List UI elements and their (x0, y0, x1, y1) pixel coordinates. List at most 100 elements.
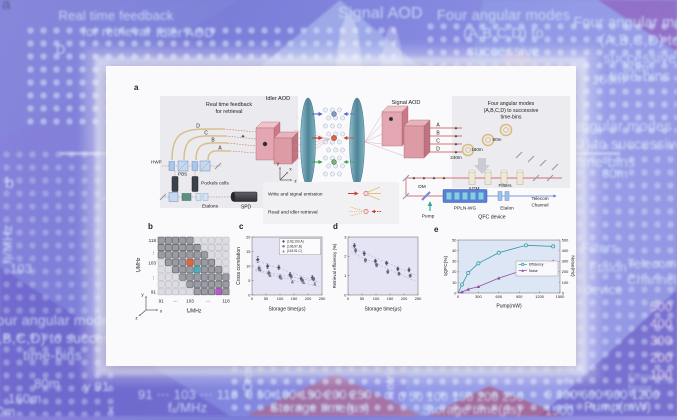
data-point (375, 263, 379, 267)
idler-aod-crystals-part (273, 137, 293, 165)
atom (323, 123, 328, 129)
data-point (354, 249, 358, 253)
emission-legend: Write and signal emission Read and idler… (263, 182, 399, 224)
bg-text: D (56, 42, 66, 57)
signal-fan-part (364, 113, 383, 143)
fit-line (255, 259, 320, 283)
aom-row-part-part: ✦ (412, 176, 416, 182)
axes-glyph-a: y x z (277, 161, 298, 184)
axis-y-label: y (141, 292, 144, 297)
atom (337, 155, 342, 161)
grid-cell-selected (179, 236, 187, 244)
y-tick-right: 300 (562, 259, 569, 264)
x-tick: 250 (319, 296, 326, 301)
legend-label: (106,97,B) (287, 244, 302, 248)
y-tick-left: 0 (454, 290, 457, 295)
y-tick-left: 50 (452, 237, 457, 242)
signal-aod-crystals-part (423, 119, 431, 159)
data-point (256, 257, 260, 262)
y-tick: ⋮ (151, 275, 156, 280)
grid-cell (193, 236, 201, 244)
data-point (466, 287, 470, 291)
data-point (313, 281, 317, 286)
telecom-label-part: Channel (531, 202, 548, 207)
data-point (277, 265, 281, 270)
bg-text: Four angular modes (A,B,C,D) to successi… (573, 15, 677, 86)
mirror-slashes-part (527, 155, 535, 163)
aom-row-part-part: ✦ (432, 176, 436, 182)
signal-aod-label: Signal AOD (392, 100, 421, 106)
fiber-spools-part (465, 147, 471, 153)
grid-cell-selected (208, 273, 215, 281)
signal-fan-part (364, 141, 405, 157)
y-tick: 91 (151, 290, 157, 295)
bg-text: Pump(mW) (584, 399, 652, 414)
aom-row-part: ✦ ✦ ✦ ✦ (412, 176, 446, 182)
feedback-optics-part (199, 160, 211, 172)
data-point (268, 273, 272, 277)
signal-fan-part (364, 141, 383, 145)
bg-text: 160m (592, 72, 626, 87)
fiber-loops-part (195, 142, 229, 161)
grid-cell-selected (157, 236, 165, 244)
y-tick: 10 (246, 263, 251, 268)
hwp-label: HWP (151, 160, 162, 165)
figure-card: a Real time feedback for retrieval Four a… (106, 66, 576, 366)
bg-text: Storage time(μs) (422, 402, 522, 417)
aom-cylinders-part (484, 169, 492, 174)
panel-label-b: b (148, 222, 153, 231)
data-point (524, 243, 528, 248)
aom-row-part-part: ✦ (422, 176, 426, 182)
emission-legend-part-part (367, 194, 381, 201)
data-point (551, 244, 556, 249)
x-tick: 250 (415, 296, 422, 301)
data-point (352, 243, 357, 248)
etalon-filter (497, 191, 503, 201)
grid-cell-selected (164, 236, 172, 244)
grid-cell-selected (200, 258, 208, 266)
modes-box-title-part: time-bins (500, 115, 521, 121)
atom-cloud (323, 107, 345, 177)
fiber-loops (171, 128, 231, 161)
fiber-80m-label: 80m (493, 137, 502, 142)
aom-cylinders-part (500, 169, 508, 174)
atom (326, 115, 331, 121)
aom-row-part (546, 174, 554, 182)
x-tick: 0 (251, 296, 254, 301)
bg-text: b (5, 175, 15, 192)
bg-text: 0 50 100 150 200 250 (398, 390, 524, 404)
x-tick: 300 (475, 294, 482, 299)
grid-cell-selected (164, 251, 172, 259)
grid-cell (200, 244, 208, 252)
dm-mirror (421, 191, 431, 201)
bg-text: y 91 (84, 379, 110, 394)
x-tick: 50 (264, 296, 269, 301)
legend-label: (103,103,A) (287, 239, 304, 243)
grid-cell-selected (215, 280, 223, 288)
atom (340, 115, 345, 121)
pockels-cell (191, 176, 199, 192)
y-tick: 0 (344, 292, 347, 297)
grid-cell-selected (208, 258, 215, 266)
grid-cell-selected (200, 251, 208, 259)
data-point (408, 274, 412, 278)
x-tick: 150 (291, 296, 298, 301)
fit-line (351, 252, 416, 282)
fiber-240m-label: 240m (450, 155, 462, 160)
grid-cell-selected (193, 273, 201, 281)
atom (337, 139, 342, 145)
aom-row-part (532, 174, 540, 182)
x-tick: 0 (347, 296, 350, 301)
y-tick-right: 200 (562, 269, 569, 274)
mirror-slashes-part (539, 159, 547, 167)
dm-label: DM (418, 184, 425, 190)
qfc-device-label: QFC device (478, 215, 506, 221)
beam-label-A: A (218, 146, 222, 152)
beam-label-D: D (196, 124, 200, 130)
hwp-plate (191, 161, 198, 171)
grid-cell-selected (172, 244, 179, 252)
y-tick-left: 20 (452, 269, 457, 274)
grid-cell (157, 273, 165, 281)
aom-cylinders-part (468, 169, 476, 174)
